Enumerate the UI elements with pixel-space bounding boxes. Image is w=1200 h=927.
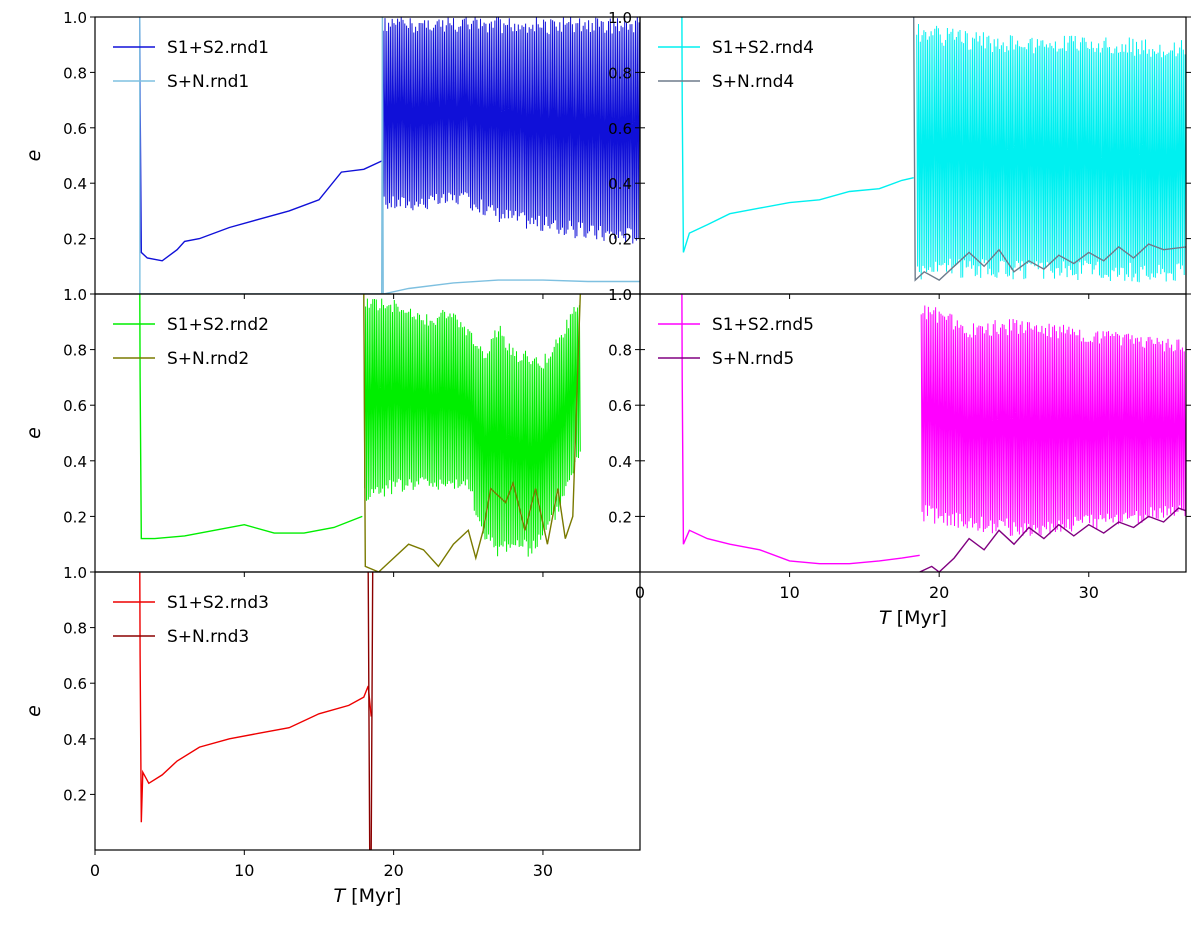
series-S+N.rnd1 (139, 17, 640, 294)
y-tick-label: 0.8 (608, 64, 632, 82)
plot-area (139, 294, 581, 572)
y-tick-label: 1.0 (63, 564, 87, 582)
y-tick-label: 0.8 (608, 342, 632, 360)
legend-label: S+N.rnd5 (712, 349, 794, 369)
x-tick-label: 20 (929, 583, 949, 602)
y-tick-label: 0.6 (608, 120, 632, 138)
y-tick-label: 0.8 (63, 64, 87, 82)
legend-label: S+N.rnd4 (712, 72, 794, 92)
x-tick-label: 30 (533, 861, 553, 880)
legend-label: S1+S2.rnd1 (167, 38, 269, 58)
series-line (913, 17, 1186, 282)
x-tick-label: 10 (779, 583, 799, 602)
series-line (139, 17, 382, 262)
y-tick-label: 0.6 (63, 120, 87, 138)
legend: S1+S2.rnd1 S+N.rnd1 (113, 38, 269, 92)
y-tick-label: 0.2 (608, 508, 632, 526)
series-line (139, 17, 640, 294)
series-S1+S2.rnd5 (681, 294, 1186, 565)
panel-4: 0.2 0.4 0.6 0.8 1.0 S1+S2.rnd4 S+N.rnd4 (608, 9, 1191, 299)
legend-label: S+N.rnd1 (167, 72, 249, 92)
legend-label: S1+S2.rnd3 (167, 593, 269, 613)
series-S+N.rnd4 (913, 17, 1186, 282)
series-oscillation (382, 17, 640, 244)
series-line (681, 294, 920, 565)
series-S1+S2.rnd4 (681, 17, 1186, 283)
y-tick-label: 0.8 (63, 342, 87, 360)
series-S+N.rnd3 (367, 572, 374, 850)
y-tick-label: 0.6 (63, 675, 87, 693)
y-tick-label: 0.4 (63, 453, 87, 471)
series-line (681, 17, 914, 253)
y-tick-label: 0.2 (608, 231, 632, 249)
series-oscillation (916, 23, 1186, 283)
y-tick-label: 0.4 (608, 453, 632, 471)
series-S1+S2.rnd3 (139, 572, 372, 823)
series-line (367, 572, 374, 850)
legend: S1+S2.rnd2 S+N.rnd2 (113, 315, 269, 369)
x-tick-label: 10 (234, 861, 254, 880)
series-oscillation (363, 296, 581, 557)
legend-label: S+N.rnd2 (167, 349, 249, 369)
legend: S1+S2.rnd4 S+N.rnd4 (658, 38, 814, 92)
x-tick-label: 0 (90, 861, 100, 880)
y-tick-label: 0.6 (608, 397, 632, 415)
series-S1+S2.rnd1 (139, 17, 640, 262)
series-line (363, 294, 581, 572)
x-tick-label: 0 (635, 583, 645, 602)
legend: S1+S2.rnd5 S+N.rnd5 (658, 315, 814, 369)
plot-area (681, 294, 1186, 572)
x-tick-label: 20 (383, 861, 403, 880)
y-tick-label: 0.2 (63, 231, 87, 249)
legend-label: S1+S2.rnd2 (167, 315, 269, 335)
legend-label: S1+S2.rnd4 (712, 38, 814, 58)
x-axis-label: T [Myr] (879, 607, 947, 629)
plot-area (139, 572, 374, 850)
plot-area (139, 17, 640, 294)
x-tick-label: 30 (1079, 583, 1099, 602)
panel-1: 0.2 0.4 0.6 0.8 1.0 e S1+S2.rnd1 S+N.rnd1 (23, 9, 641, 299)
y-tick-label: 1.0 (608, 286, 632, 304)
legend-label: S1+S2.rnd5 (712, 315, 814, 335)
y-tick-label: 1.0 (63, 9, 87, 27)
y-tick-label: 0.2 (63, 786, 87, 804)
y-axis-label: e (23, 150, 45, 162)
panel-5: 0.20.40.60.81.00 10 20 30T [Myr]S1+S2.rnd5S… (608, 286, 1191, 629)
y-tick-label: 0.4 (63, 175, 87, 193)
series-S+N.rnd5 (919, 507, 1186, 572)
y-tick-label: 0.4 (63, 731, 87, 749)
y-tick-label: 1.0 (63, 286, 87, 304)
series-S1+S2.rnd2 (139, 294, 581, 557)
series-oscillation (920, 305, 1186, 536)
panel-2: 0.2 0.4 0.6 0.8 1.0 e S1+S2.rnd2 S+N.rnd2 (23, 286, 641, 577)
y-tick-label: 0.2 (63, 508, 87, 526)
y-tick-label: 0.4 (608, 175, 632, 193)
y-axis-label: e (23, 705, 45, 717)
axes-frame (94, 571, 641, 851)
legend: S1+S2.rnd3 S+N.rnd3 (113, 593, 269, 647)
legend-label: S+N.rnd3 (167, 627, 249, 647)
series-S+N.rnd2 (363, 294, 581, 572)
y-tick-label: 0.6 (63, 397, 87, 415)
series-line (139, 572, 372, 823)
y-axis-label: e (23, 427, 45, 439)
x-axis-label: T [Myr] (334, 885, 402, 907)
y-tick-label: 0.8 (63, 620, 87, 638)
axes-frame (639, 293, 1187, 573)
plot-area (681, 17, 1186, 283)
series-line (919, 507, 1186, 572)
panel-3: 0.2 0.4 0.6 0.8 1.0 0 10 20 30 e T [Myr] S1+S2.rnd3… (23, 564, 641, 907)
series-line (139, 294, 363, 540)
y-tick-label: 1.0 (608, 9, 632, 27)
